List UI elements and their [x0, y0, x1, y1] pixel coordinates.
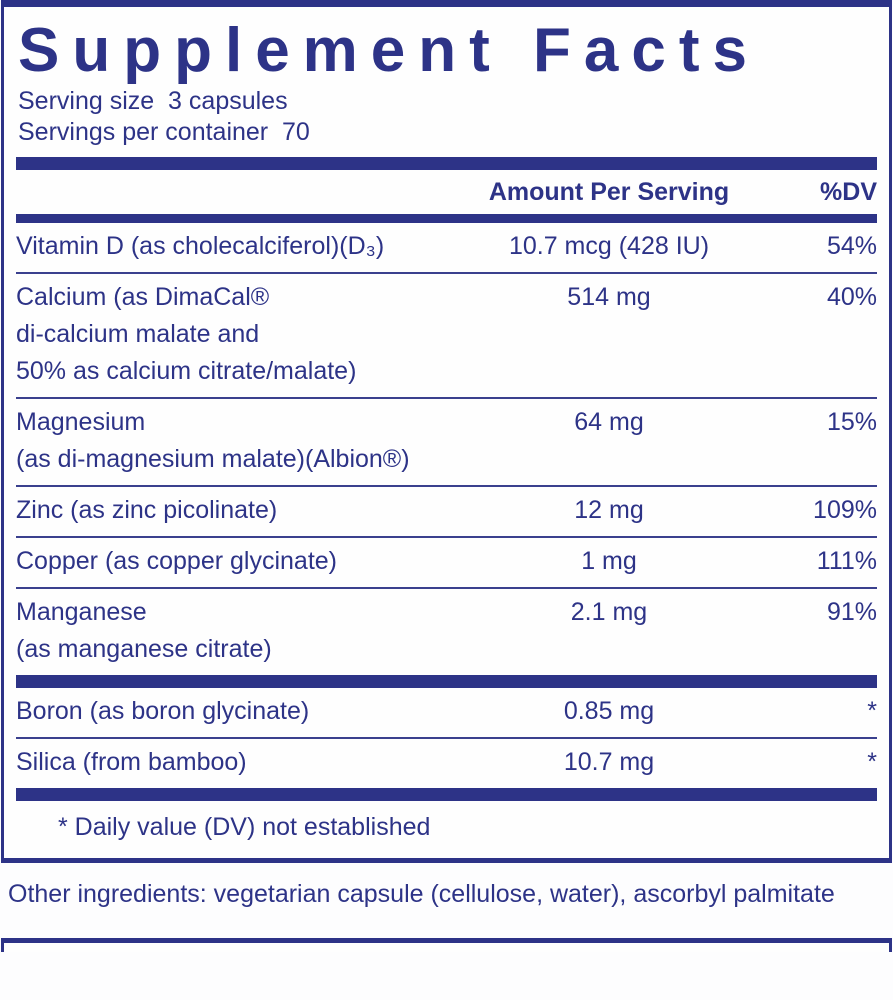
nutrient-name: Magnesium (as di-magnesium malate)(Albio… — [16, 408, 410, 474]
top-thick-divider — [16, 157, 877, 171]
nutrient-name: Vitamin D (as cholecalciferol)(D₃) — [16, 232, 385, 261]
supplement-facts-title: Supplement Facts — [18, 16, 760, 85]
nutrient-dv: * — [867, 697, 877, 726]
table-row: Magnesium (as di-magnesium malate)(Albio… — [16, 399, 877, 485]
percent-dv-header: %DV — [820, 178, 877, 207]
table-row: Boron (as boron glycinate) 0.85 mg * — [16, 688, 877, 737]
nutrient-name: Calcium (as DimaCal® di-calcium malate a… — [16, 283, 357, 386]
table-row: Silica (from bamboo) 10.7 mg * — [16, 739, 877, 788]
thin-divider — [16, 272, 877, 275]
thick-divider — [16, 788, 877, 802]
nutrient-name: Manganese (as manganese citrate) — [16, 598, 272, 664]
other-ingredients-text: Other ingredients: vegetarian capsule (c… — [8, 880, 835, 909]
nutrient-name: Zinc (as zinc picolinate) — [16, 496, 278, 525]
nutrient-amount: 64 mg — [574, 408, 644, 437]
nutrient-dv: 40% — [826, 283, 877, 312]
nutrient-dv: 91% — [826, 598, 877, 627]
thin-divider — [16, 737, 877, 740]
header-divider — [16, 214, 877, 224]
nutrient-rows: Vitamin D (as cholecalciferol)(D₃) 10.7 … — [16, 223, 877, 802]
table-row: Calcium (as DimaCal® di-calcium malate a… — [16, 274, 877, 397]
thin-divider — [16, 587, 877, 590]
nutrient-amount: 10.7 mcg (428 IU) — [508, 232, 710, 261]
nutrient-amount: 10.7 mg — [563, 748, 655, 777]
next-panel-partial-border — [1, 938, 892, 953]
nutrient-dv: 54% — [826, 232, 877, 261]
daily-value-footnote: * Daily value (DV) not established — [58, 813, 431, 842]
table-row: Zinc (as zinc picolinate) 12 mg 109% — [16, 487, 877, 536]
serving-size-line: Serving size 3 capsules — [18, 87, 288, 116]
table-row: Manganese (as manganese citrate) 2.1 mg … — [16, 589, 877, 675]
nutrient-amount: 12 mg — [574, 496, 644, 525]
amount-per-serving-header: Amount Per Serving — [488, 178, 730, 207]
nutrient-name: Silica (from bamboo) — [16, 748, 247, 777]
nutrient-dv: * — [867, 748, 877, 777]
table-row: Vitamin D (as cholecalciferol)(D₃) 10.7 … — [16, 223, 877, 272]
thick-divider — [16, 675, 877, 689]
table-row: Copper (as copper glycinate) 1 mg 111% — [16, 538, 877, 587]
nutrient-amount: 514 mg — [567, 283, 651, 312]
nutrient-amount: 1 mg — [581, 547, 637, 576]
nutrient-amount: 2.1 mg — [570, 598, 648, 627]
nutrient-dv: 111% — [816, 547, 877, 576]
nutrient-dv: 109% — [813, 496, 877, 525]
servings-per-container-line: Servings per container 70 — [18, 118, 310, 147]
thin-divider — [16, 536, 877, 539]
nutrient-amount: 0.85 mg — [563, 697, 655, 726]
thin-divider — [16, 485, 877, 488]
nutrient-name: Boron (as boron glycinate) — [16, 697, 310, 726]
table-header-row: Amount Per Serving %DV — [16, 170, 877, 214]
supplement-facts-panel: Supplement Facts Serving size 3 capsules… — [1, 0, 892, 864]
thin-divider — [16, 397, 877, 400]
nutrient-name: Copper (as copper glycinate) — [16, 547, 337, 576]
nutrient-dv: 15% — [826, 408, 877, 437]
